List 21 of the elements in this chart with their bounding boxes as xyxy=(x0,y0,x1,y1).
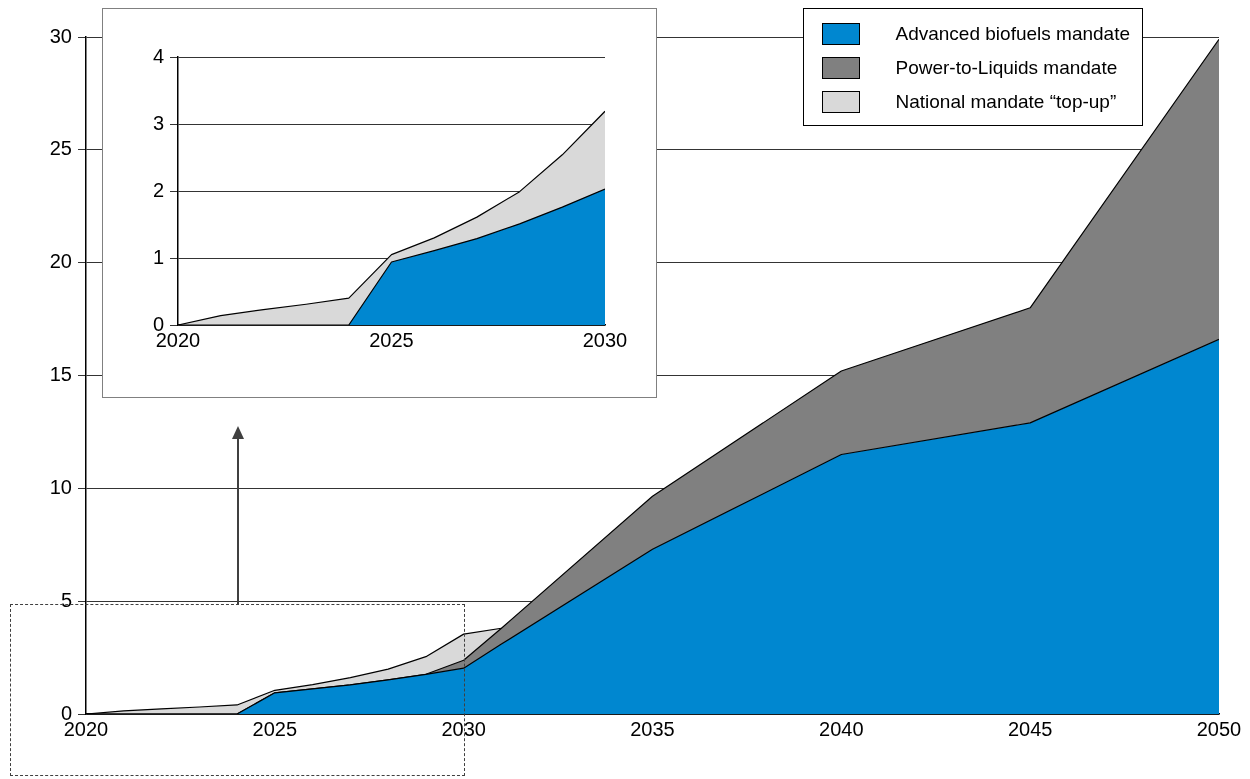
y-tick-label: 5 xyxy=(60,588,72,611)
y-tick-label: 10 xyxy=(49,475,72,498)
x-tick-label: 2050 xyxy=(1196,717,1242,740)
y-tick-label: 2 xyxy=(152,178,164,201)
x-tick-label: 2040 xyxy=(819,717,864,740)
x-tick-label: 2030 xyxy=(441,717,486,740)
y-tick-label: 20 xyxy=(49,250,72,273)
x-tick-label: 2025 xyxy=(369,328,414,351)
x-tick-label: 2035 xyxy=(630,717,675,740)
y-tick-label: 30 xyxy=(49,24,72,47)
x-tick-label: 2030 xyxy=(582,328,628,351)
y-tick-label: 4 xyxy=(152,44,164,67)
legend-label: Power-to-Liquids mandate xyxy=(895,57,1118,79)
legend-label: Advanced biofuels mandate xyxy=(895,23,1130,45)
legend-label: National mandate “top-up” xyxy=(895,91,1117,113)
y-tick-label: 15 xyxy=(49,363,72,386)
y-tick-label: 1 xyxy=(152,245,164,268)
x-tick-label: 2025 xyxy=(252,717,298,740)
x-tick-label: 2045 xyxy=(1007,717,1053,740)
y-tick-label: 25 xyxy=(49,137,72,160)
y-tick-label: 3 xyxy=(152,111,164,134)
